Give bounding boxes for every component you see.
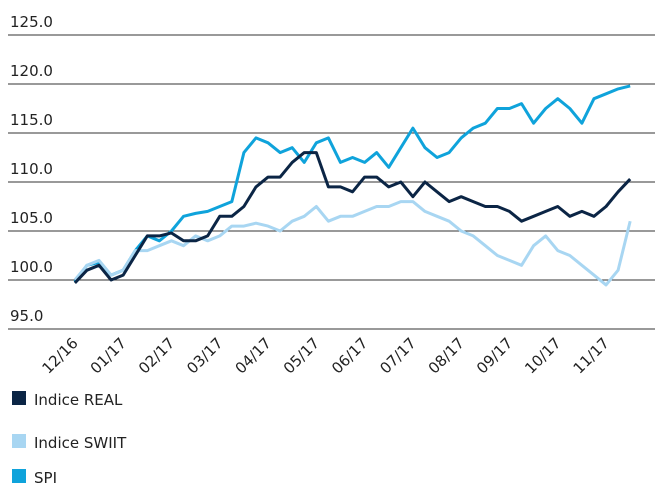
x-tick-label: 08/17 xyxy=(425,334,468,377)
x-tick-label: 07/17 xyxy=(376,334,419,377)
legend-label: SPI xyxy=(34,469,57,487)
x-tick-label: 12/16 xyxy=(38,334,81,377)
series-line xyxy=(73,151,632,284)
x-tick-label: 11/17 xyxy=(570,334,613,377)
y-tick-label: 125.0 xyxy=(10,13,53,31)
x-tick-label: 03/17 xyxy=(183,334,226,377)
x-tick-label: 09/17 xyxy=(473,334,516,377)
legend-swatch xyxy=(12,434,26,448)
legend-swatch xyxy=(12,469,26,483)
x-tick-label: 05/17 xyxy=(280,334,323,377)
y-tick-label: 105.0 xyxy=(10,209,53,227)
legend-swatch xyxy=(12,391,26,405)
legend-label: Indice SWIIT xyxy=(34,434,127,452)
y-tick-label: 95.0 xyxy=(10,307,43,325)
x-tick-label: 01/17 xyxy=(87,334,130,377)
series-line xyxy=(73,200,632,287)
legend-label: Indice REAL xyxy=(34,391,123,409)
x-tick-label: 04/17 xyxy=(232,334,275,377)
y-tick-label: 100.0 xyxy=(10,258,53,276)
x-tick-label: 02/17 xyxy=(135,334,178,377)
y-tick-label: 110.0 xyxy=(10,160,53,178)
y-tick-label: 120.0 xyxy=(10,62,53,80)
x-tick-label: 06/17 xyxy=(328,334,371,377)
y-tick-label: 115.0 xyxy=(10,111,53,129)
x-tick-label: 10/17 xyxy=(521,334,564,377)
series-line xyxy=(73,84,631,283)
